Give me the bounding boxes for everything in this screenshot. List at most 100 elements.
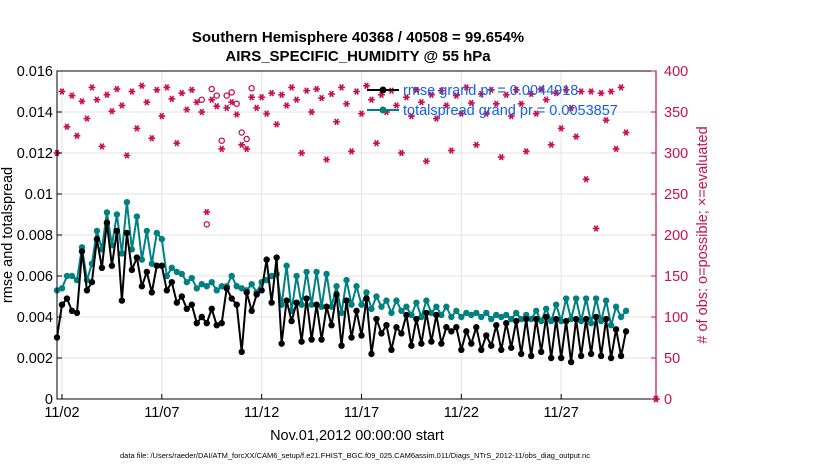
obs-evaluated-point	[612, 145, 620, 153]
obs-evaluated-stroke	[159, 112, 165, 120]
totalspread-point	[463, 309, 470, 317]
totalspread-point	[358, 301, 365, 308]
obs-evaluated-point	[203, 208, 211, 216]
obs-evaluated-point	[522, 148, 530, 155]
obs-evaluated-stroke	[74, 132, 80, 140]
obs-evaluated-stroke	[154, 86, 160, 94]
totalspread-point	[408, 311, 415, 319]
obs-evaluated-stroke	[204, 208, 210, 216]
obs-evaluated-point	[148, 134, 156, 142]
rmse-point	[133, 254, 141, 261]
obs-evaluated-stroke	[209, 96, 215, 104]
obs-evaluated-point	[592, 225, 600, 232]
obs-evaluated-stroke	[284, 102, 290, 109]
rmse-point	[443, 324, 450, 331]
rmse-point	[483, 332, 490, 339]
obs-evaluated-stroke	[249, 93, 255, 101]
totalspread-point	[298, 301, 305, 308]
totalspread-point	[183, 278, 190, 286]
rmse-point	[98, 264, 106, 271]
obs-evaluated-point	[567, 104, 575, 112]
obs-possible-point	[223, 92, 230, 99]
y2-tick-label: 400	[664, 64, 688, 80]
obs-evaluated-stroke	[229, 98, 235, 106]
obs-evaluated-point	[497, 153, 505, 161]
obs-evaluated-point	[288, 84, 296, 91]
obs-evaluated-point	[238, 141, 246, 149]
obs-possible-point	[203, 221, 210, 228]
totalspread-point	[343, 276, 350, 284]
totalspread-point	[148, 260, 156, 267]
obs-evaluated-point	[158, 112, 166, 120]
rmse-point	[188, 301, 195, 308]
obs-evaluated-point	[308, 108, 315, 116]
obs-evaluated-stroke	[533, 110, 539, 117]
rmse-point	[103, 219, 111, 226]
legend-totalspread-marker	[379, 106, 387, 114]
obs-evaluated-point	[617, 84, 625, 91]
obs-evaluated-point	[93, 96, 101, 104]
obs-possible-point	[198, 96, 206, 103]
obs-evaluated-stroke	[568, 104, 574, 112]
totalspread-point	[418, 313, 425, 321]
obs-evaluated-point	[557, 125, 565, 132]
obs-evaluated-point	[577, 88, 585, 95]
totalspread-point	[233, 283, 240, 290]
totalspread-point	[153, 229, 161, 237]
obs-evaluated-stroke	[409, 112, 414, 120]
rmse-point	[233, 301, 240, 308]
rmse-point	[458, 346, 465, 353]
totalspread-point	[393, 297, 400, 304]
rmse-point	[547, 354, 555, 362]
totalspread-point	[378, 303, 385, 310]
obs-evaluated-point	[413, 86, 420, 94]
rmse-point	[73, 309, 81, 317]
totalspread-point	[133, 213, 141, 220]
obs-evaluated-stroke	[548, 141, 554, 149]
y-tick-label: 0.002	[17, 351, 53, 367]
totalspread-point	[597, 317, 605, 325]
totalspread-point	[363, 289, 370, 296]
obs-evaluated-stroke	[89, 84, 95, 91]
totalspread-point	[542, 305, 550, 312]
totalspread-point	[403, 303, 410, 310]
y-axis-label: rmse and totalspread	[0, 167, 16, 303]
obs-evaluated-stroke	[498, 153, 504, 161]
totalspread-point	[93, 227, 101, 235]
obs-evaluated-stroke	[528, 90, 534, 98]
rmse-point	[383, 322, 390, 329]
totalspread-point	[328, 303, 335, 310]
obs-evaluated-stroke	[349, 148, 354, 155]
obs-evaluated-point	[258, 93, 266, 101]
totalspread-point	[373, 293, 380, 300]
totalspread-point	[138, 256, 146, 263]
rmse-point	[408, 342, 415, 349]
obs-evaluated-point	[188, 86, 196, 94]
rmse-point	[542, 313, 550, 321]
obs-evaluated-stroke	[473, 141, 479, 149]
rmse-point	[183, 305, 190, 312]
obs-evaluated-stroke	[488, 86, 494, 94]
obs-evaluated-point	[457, 110, 465, 117]
totalspread-point	[158, 235, 166, 243]
rmse-point	[508, 344, 515, 351]
obs-evaluated-stroke	[124, 152, 130, 159]
rmse-point	[503, 319, 510, 327]
rmse-point	[278, 340, 285, 347]
rmse-point	[83, 287, 91, 294]
totalspread-point	[178, 270, 185, 278]
totalspread-point	[508, 315, 515, 323]
rmse-point	[138, 283, 146, 290]
rmse-point	[148, 289, 156, 296]
totalspread-point	[313, 268, 320, 276]
obs-evaluated-stroke	[553, 89, 559, 97]
totalspread-point	[333, 283, 340, 290]
totalspread-point	[68, 272, 76, 280]
rmse-point	[338, 342, 345, 349]
totalspread-point	[398, 307, 405, 315]
x-tick-label: 11/27	[544, 405, 579, 421]
obs-evaluated-stroke	[274, 120, 280, 128]
obs-evaluated-point	[512, 86, 520, 94]
obs-evaluated-stroke	[144, 98, 150, 106]
y2-tick-label: 50	[664, 351, 680, 367]
